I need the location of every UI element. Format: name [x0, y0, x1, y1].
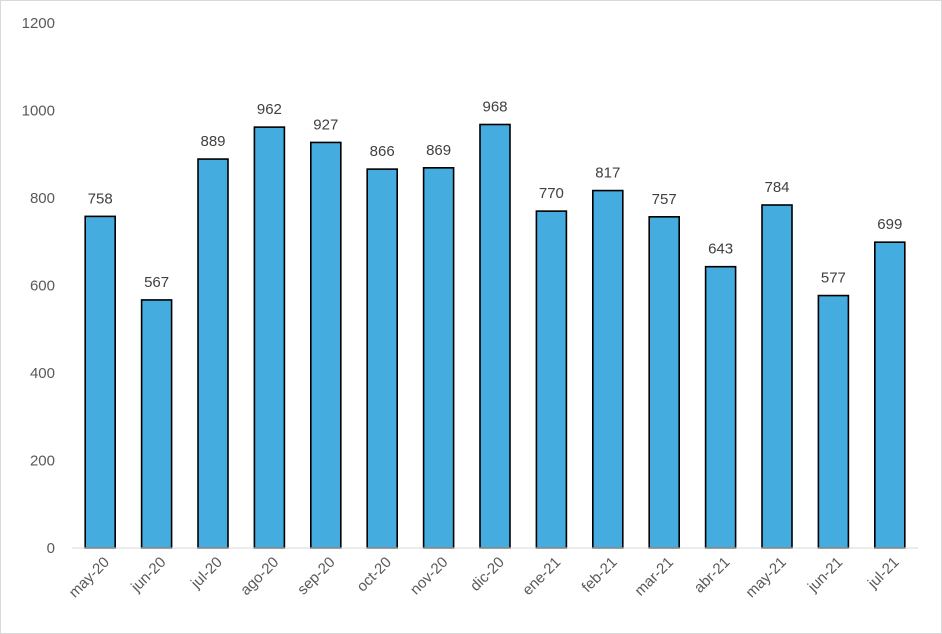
data-label: 784	[764, 179, 789, 196]
data-label: 757	[652, 191, 677, 208]
data-label: 889	[200, 133, 225, 150]
y-tick-label: 800	[30, 190, 55, 207]
data-label: 866	[370, 143, 395, 160]
data-label: 927	[313, 116, 338, 133]
bar-feb-21	[591, 189, 624, 549]
y-axis-ticks: 0 200 400 600 800 1000 1200	[22, 15, 55, 557]
data-label: 643	[708, 241, 733, 258]
y-tick-label: 400	[30, 365, 55, 382]
x-tick-label: dic-20	[467, 554, 508, 595]
x-tick-label: may-21	[742, 554, 789, 601]
bar-nov-20	[422, 167, 455, 549]
bar-ene-21	[535, 210, 568, 549]
y-tick-label: 0	[47, 540, 55, 557]
bar-may-20	[84, 215, 116, 549]
y-tick-label: 1200	[22, 15, 55, 32]
data-label: 968	[482, 99, 507, 116]
bar-jul-21	[873, 241, 906, 549]
x-tick-label: feb-21	[579, 554, 621, 596]
data-label: 567	[144, 274, 169, 291]
x-tick-label: nov-20	[407, 554, 451, 598]
bar-may-21	[761, 204, 793, 549]
data-label: 962	[257, 101, 282, 118]
y-tick-label: 1000	[22, 103, 55, 120]
x-tick-label: jul-20	[187, 554, 226, 593]
x-axis-ticks: may-20 jun-20 jul-20 ago-20 sep-20 oct-20 nov-…	[66, 554, 903, 601]
bar-mar-21	[648, 216, 681, 549]
data-label: 699	[877, 216, 902, 233]
data-label: 869	[426, 142, 451, 159]
y-tick-label: 600	[30, 278, 55, 295]
bar-dic-20	[479, 123, 511, 549]
bar-abr-21	[704, 265, 737, 549]
bar-jun-20	[140, 299, 173, 549]
x-tick-label: mar-21	[631, 554, 677, 600]
bar-ago-20	[253, 126, 286, 549]
x-tick-label: ago-20	[237, 554, 282, 599]
data-label: 758	[88, 190, 113, 207]
x-tick-label: ene-21	[519, 554, 564, 599]
data-label: 577	[821, 270, 846, 287]
x-tick-label: oct-20	[354, 554, 396, 596]
data-label: 817	[595, 165, 620, 182]
x-tick-label: jun-21	[804, 554, 846, 596]
x-tick-label: may-20	[66, 554, 113, 601]
x-tick-label: jun-20	[127, 554, 169, 596]
bar-jul-20	[197, 158, 229, 549]
x-tick-label: sep-20	[294, 554, 338, 598]
bars	[84, 123, 906, 549]
x-tick-label: abr-21	[691, 554, 734, 597]
data-label: 770	[539, 185, 564, 202]
bar-oct-20	[366, 168, 399, 549]
x-tick-label: jul-21	[864, 554, 903, 593]
bar-jun-21	[817, 294, 850, 549]
data-labels: 758 567 889 962 927 866 869 968 770 817 757 643 784 5…	[88, 99, 903, 291]
bar-sep-20	[309, 141, 342, 549]
y-tick-label: 200	[30, 453, 55, 470]
